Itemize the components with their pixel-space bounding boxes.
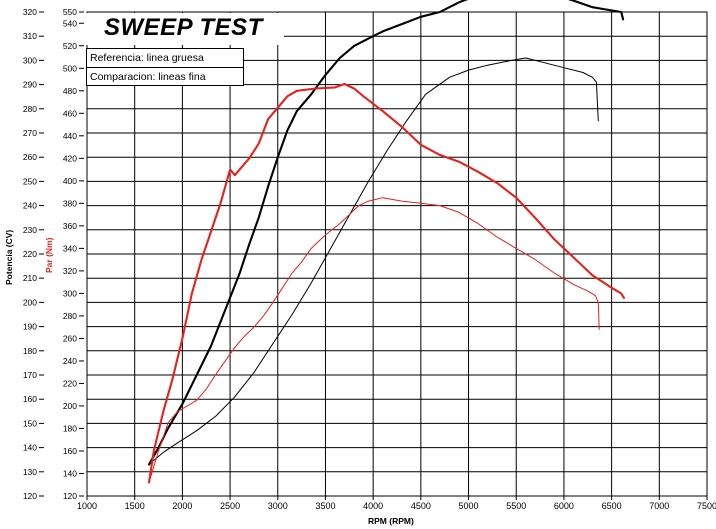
torque-tick-label: 180 (63, 423, 77, 433)
power-tick-label: 170 (23, 370, 37, 380)
power-tick-label: 160 (23, 394, 37, 404)
power-tick-label: 300 (23, 55, 37, 65)
x-tick-label: 3500 (315, 501, 335, 511)
plot-frame (86, 11, 708, 497)
torque-tick-label: 420 (63, 153, 77, 163)
power-axis-label: Potencia (CV) (4, 229, 14, 285)
x-tick-label: 4000 (363, 501, 383, 511)
torque-tick-label: 300 (63, 288, 77, 298)
x-tick-label: 1500 (125, 501, 145, 511)
x-tick-label: 2500 (220, 501, 240, 511)
series-line-1 (147, 0, 625, 466)
torque-tick-label: 440 (63, 131, 77, 141)
x-tick-label: 3000 (268, 501, 288, 511)
torque-tick-label: 480 (63, 86, 77, 96)
torque-tick-label: 340 (63, 243, 77, 253)
series-layer (147, 0, 626, 484)
power-tick-label: 280 (23, 104, 37, 114)
power-tick-label: 150 (23, 418, 37, 428)
power-tick-label: 200 (23, 297, 37, 307)
x-tick-label: 7500 (697, 501, 716, 511)
power-tick-label: 250 (23, 176, 37, 186)
series-line-2 (148, 57, 599, 465)
torque-tick-label: 260 (63, 333, 77, 343)
torque-tick-label: 380 (63, 198, 77, 208)
torque-tick-label: 220 (63, 378, 77, 388)
x-tick-label: 7000 (649, 501, 669, 511)
chart-title: SWEEP TEST (104, 14, 263, 41)
power-tick-label: 130 (23, 467, 37, 477)
power-tick-label: 220 (23, 249, 37, 259)
torque-tick-label: 540 (63, 18, 77, 28)
torque-axis-label: Par (Nm) (44, 237, 54, 273)
power-tick-label: 270 (23, 128, 37, 138)
x-tick-label: 5500 (506, 501, 526, 511)
power-tick-label: 180 (23, 346, 37, 356)
power-tick-label: 120 (23, 491, 37, 501)
power-tick-label: 210 (23, 273, 37, 283)
torque-tick-label: 120 (63, 491, 77, 501)
torque-tick-label: 140 (63, 468, 77, 478)
title-box (86, 13, 284, 45)
x-tick-label: 6000 (554, 501, 574, 511)
power-tick-label: 290 (23, 80, 37, 90)
torque-tick-label: 460 (63, 108, 77, 118)
power-tick-label: 240 (23, 201, 37, 211)
power-tick-label: 320 (23, 7, 37, 17)
torque-tick-label: 320 (63, 266, 77, 276)
power-axis-ticks: 120 130 140 150 160 170 180 190 200 210 220 230 240 2… (23, 7, 44, 501)
legend: Referencia: linea gruesa Comparacion: li… (86, 48, 244, 86)
power-tick-label: 230 (23, 225, 37, 235)
x-axis-label: RPM (RPM) (368, 516, 414, 526)
series-line-4 (148, 197, 600, 483)
x-tick-label: 6500 (602, 501, 622, 511)
legend-reference: Referencia: linea gruesa (90, 52, 204, 64)
x-tick-label: 5000 (459, 501, 479, 511)
torque-tick-label: 160 (63, 446, 77, 456)
x-tick-label: 1000 (77, 501, 97, 511)
x-tick-label: 2000 (172, 501, 192, 511)
x-axis-ticks: 1000 1500 2000 2500 3000 3500 4000 4500 5000 5500… (77, 496, 716, 511)
power-tick-label: 140 (23, 443, 37, 453)
torque-tick-label: 360 (63, 221, 77, 231)
grid-lines (86, 11, 708, 497)
power-tick-label: 310 (23, 31, 37, 41)
x-tick-label: 4500 (411, 501, 431, 511)
power-tick-label: 260 (23, 152, 37, 162)
torque-tick-label: 200 (63, 401, 77, 411)
torque-tick-label: 400 (63, 176, 77, 186)
torque-tick-label: 280 (63, 311, 77, 321)
series-line-3 (147, 82, 626, 484)
torque-tick-label: 550 (63, 7, 77, 17)
torque-tick-label: 240 (63, 356, 77, 366)
torque-tick-label: 520 (63, 41, 77, 51)
power-tick-label: 190 (23, 322, 37, 332)
torque-tick-label: 500 (63, 63, 77, 73)
legend-comparison: Comparacion: lineas fina (87, 67, 243, 86)
torque-axis-ticks: 120 140 160 180 200 220 240 260 280 300 320 340 360 3… (63, 7, 84, 501)
